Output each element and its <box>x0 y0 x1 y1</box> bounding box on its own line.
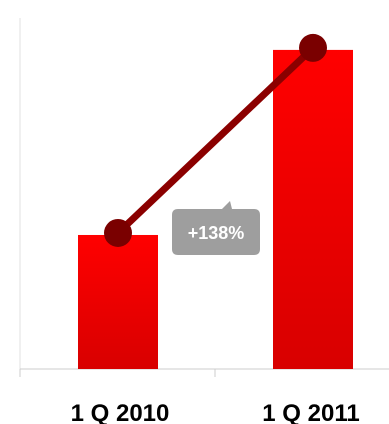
growth-line <box>114 44 317 237</box>
x-tick-label-1q-2011: 1 Q 2011 <box>262 400 359 424</box>
growth-label: +138% <box>188 223 245 243</box>
marker-1q-2011 <box>299 33 327 62</box>
marker-1q-2010 <box>104 218 132 247</box>
x-tick-label-1q-2010: 1 Q 2010 <box>71 400 170 424</box>
callout-bubble <box>172 201 260 255</box>
bar-1q-2011 <box>273 49 353 370</box>
growth-callout: +138% <box>172 201 260 255</box>
bar-1q-2010 <box>78 234 158 369</box>
